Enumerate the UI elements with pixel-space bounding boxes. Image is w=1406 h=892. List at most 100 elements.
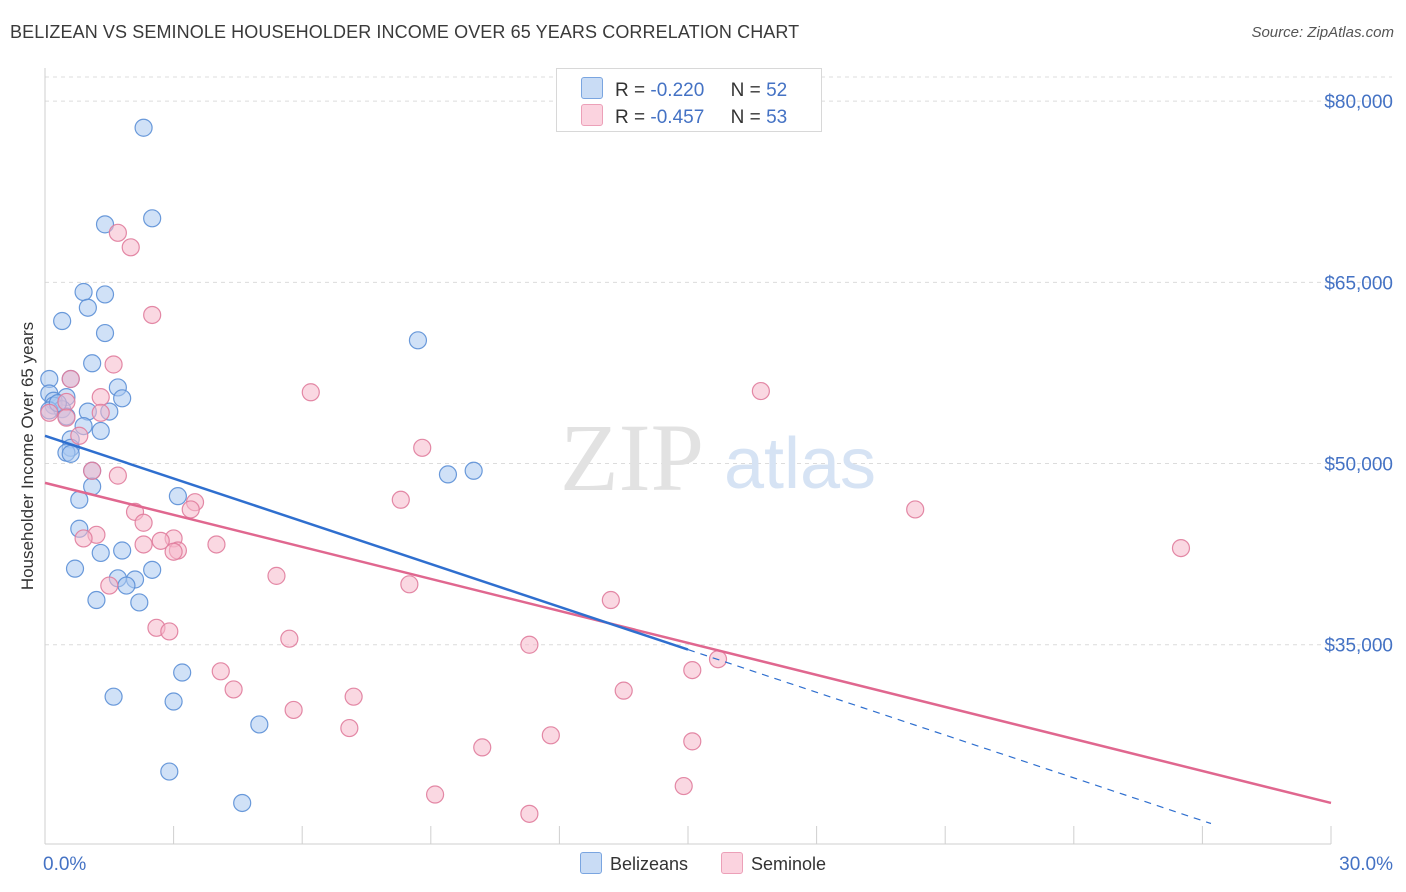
legend-n-value: 53	[766, 107, 788, 128]
legend-n-value: 52	[766, 80, 788, 101]
belizean-point	[91, 421, 110, 441]
series-legend: Belizeans Seminole	[0, 852, 1406, 875]
belizean-point	[164, 692, 183, 711]
legend-swatch-belizeans	[579, 852, 602, 874]
belizean-point	[61, 444, 80, 463]
belizean-point	[74, 282, 93, 302]
seminole-point	[1171, 538, 1191, 558]
belizean-point	[65, 559, 85, 578]
seminole-point	[151, 531, 170, 550]
belizean-trendline	[44, 434, 689, 651]
seminole-point	[91, 388, 110, 407]
seminole-point	[751, 381, 770, 401]
belizean-point	[173, 663, 192, 682]
legend-row-belizeans: R = -0.220 N = 52	[581, 77, 788, 101]
y-tick-labels: $35,000 $50,000 $65,000 $80,000	[1324, 92, 1393, 657]
belizean-point	[53, 311, 72, 331]
y-tick-label: $65,000	[1324, 273, 1393, 294]
seminole-point	[906, 500, 925, 519]
belizean-point	[113, 389, 132, 408]
seminole-point	[160, 622, 179, 641]
grid-lines	[45, 76, 1392, 646]
belizean-point	[160, 762, 179, 781]
series-seminole	[40, 223, 1191, 823]
x-tick-labels: 0.0% 30.0%	[43, 854, 1393, 875]
seminole-point	[683, 732, 702, 751]
seminole-point	[108, 223, 127, 242]
source-credit: Source: ZipAtlas.com	[1251, 24, 1394, 41]
y-axis-title: Householder Income Over 65 years	[18, 321, 37, 591]
legend-r-label: R =	[615, 107, 646, 128]
seminole-point	[134, 513, 153, 532]
seminole-point	[57, 392, 76, 412]
watermark-zip: ZIP	[560, 404, 704, 511]
belizean-point	[104, 687, 123, 706]
seminole-point	[91, 403, 110, 422]
seminole-point	[181, 500, 200, 519]
legend-swatch-pink	[581, 104, 603, 126]
y-tick-label: $50,000	[1324, 455, 1393, 476]
seminole-point	[473, 738, 492, 757]
seminole-point	[541, 726, 560, 745]
seminole-point	[143, 305, 162, 325]
legend-r-label: R =	[615, 80, 646, 101]
legend-label-seminole: Seminole	[751, 854, 827, 874]
seminole-point	[391, 490, 410, 509]
seminole-point	[108, 466, 127, 485]
watermark-atlas: atlas	[724, 424, 876, 504]
belizean-point	[78, 298, 97, 317]
belizean-point	[143, 560, 162, 579]
legend-r-value: -0.220	[650, 80, 705, 101]
belizean-point	[250, 715, 269, 734]
belizean-point	[438, 465, 458, 484]
seminole-point	[104, 355, 123, 374]
seminole-point	[284, 700, 303, 720]
legend-n-label: N =	[730, 107, 761, 128]
axes	[44, 68, 1332, 845]
legend-label-belizeans: Belizeans	[609, 854, 688, 874]
belizean-point	[113, 541, 132, 560]
seminole-point	[280, 629, 299, 648]
seminole-point	[61, 369, 80, 389]
seminole-point	[207, 535, 226, 554]
belizean-point	[95, 323, 115, 343]
trendlines	[44, 434, 1332, 825]
y-tick-label: $35,000	[1324, 636, 1393, 657]
x-tick-label-max: 30.0%	[1339, 854, 1393, 875]
seminole-point	[400, 575, 419, 594]
legend-item-belizeans: Belizeans	[579, 852, 688, 875]
seminole-point	[520, 635, 539, 654]
seminole-point	[121, 238, 140, 257]
belizean-point	[233, 793, 252, 813]
seminole-point	[614, 681, 633, 700]
seminole-point	[344, 687, 363, 706]
series-belizeans	[40, 118, 483, 813]
seminole-point	[70, 426, 89, 445]
belizean-point	[168, 487, 187, 506]
belizean-point	[95, 285, 115, 304]
belizean-point	[87, 590, 106, 610]
belizean-point	[83, 354, 102, 373]
seminole-point	[164, 542, 183, 561]
seminole-point	[74, 529, 93, 548]
seminole-point	[224, 680, 243, 699]
seminole-point	[301, 383, 320, 402]
y-tick-label: $80,000	[1324, 92, 1393, 113]
seminole-point	[267, 566, 286, 585]
chart-title: BELIZEAN VS SEMINOLE HOUSEHOLDER INCOME …	[10, 22, 800, 42]
seminole-point	[425, 785, 445, 804]
legend-swatch-blue	[581, 77, 603, 99]
seminole-point	[40, 403, 59, 422]
belizean-trendline-extension	[687, 648, 1212, 825]
belizean-point	[134, 118, 153, 137]
x-tick-label-min: 0.0%	[43, 854, 86, 875]
seminole-point	[520, 804, 539, 823]
belizean-point	[95, 215, 115, 234]
belizean-point	[117, 576, 136, 595]
belizean-point	[143, 209, 162, 228]
seminole-point	[57, 408, 76, 427]
seminole-point	[134, 535, 153, 554]
legend-n-label: N =	[730, 80, 761, 101]
seminole-point	[413, 438, 432, 457]
